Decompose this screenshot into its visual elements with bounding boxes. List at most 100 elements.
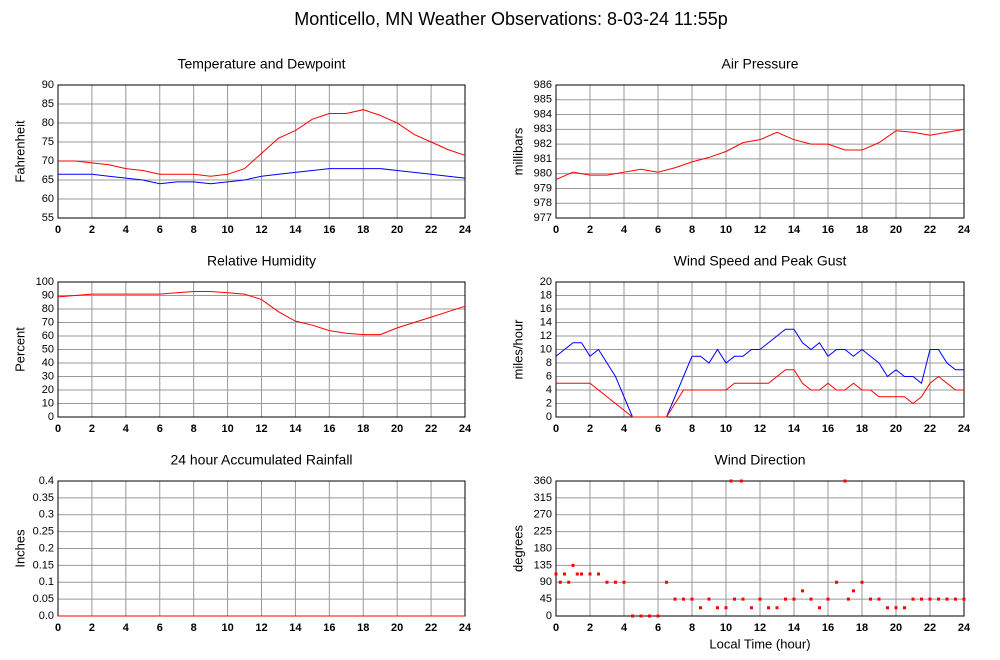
data-point [911,597,915,601]
data-point [954,597,957,601]
data-point [860,580,864,584]
y-tick-label: 0 [48,411,54,423]
data-point [605,580,609,584]
x-tick-label: 20 [391,224,403,236]
x-tick-label: 12 [255,224,267,236]
x-tick-label: 0 [55,622,61,634]
data-line [58,168,466,185]
data-point [818,606,821,610]
x-tick-label: 6 [157,622,163,634]
chart-title: Wind Speed and Peak Gust [674,253,847,269]
y-tick-label: 80 [42,303,54,315]
y-tick-label: 0.25 [33,526,54,538]
data-point [758,597,762,601]
y-tick-label: 20 [540,276,552,288]
data-point [886,606,889,610]
x-tick-label: 14 [788,622,801,634]
x-tick-label: 24 [459,224,472,236]
y-tick-label: 315 [534,492,552,504]
x-tick-label: 18 [856,423,868,435]
data-point [826,597,830,601]
y-tick-label: 90 [42,79,54,91]
x-tick-label: 14 [289,423,302,435]
x-tick-label: 10 [720,224,732,236]
data-point [597,572,600,576]
x-tick-label: 0 [553,622,559,634]
y-tick-label: 0.2 [39,542,54,554]
data-point [724,606,728,610]
y-tick-label: 10 [540,343,552,355]
y-tick-label: 80 [42,117,54,129]
data-point [846,597,850,601]
x-tick-label: 14 [289,224,302,236]
y-tick-label: 985 [534,94,552,106]
y-tick-label: 986 [534,79,552,91]
y-tick-label: 16 [540,303,552,315]
data-point [835,580,838,584]
x-tick-label: 8 [689,423,695,435]
y-tick-label: 6 [546,370,552,382]
x-tick-label: 8 [689,224,695,236]
plot-border [555,480,965,617]
y-tick-label: 984 [534,108,552,120]
x-tick-label: 16 [822,423,834,435]
x-tick-label: 0 [55,224,61,236]
y-tick-label: 180 [534,542,552,554]
x-tick-label: 22 [924,622,936,634]
data-point [558,580,562,584]
y-tick-label: 0.0 [39,610,54,622]
x-tick-label: 22 [425,224,437,236]
data-point [962,597,966,601]
y-axis-label: Inches [12,529,27,568]
x-tick-label: 10 [221,224,233,236]
x-tick-label: 16 [822,622,834,634]
y-tick-label: 2 [546,397,552,409]
data-point [554,572,558,576]
data-point [733,597,736,601]
x-tick-label: 22 [924,423,936,435]
y-tick-label: 70 [42,316,54,328]
x-tick-label: 12 [255,622,267,634]
x-tick-label: 6 [157,224,163,236]
x-tick-label: 24 [958,622,971,634]
x-tick-label: 18 [856,224,868,236]
x-tick-label: 10 [720,423,732,435]
data-point [690,597,694,601]
x-tick-label: 10 [720,622,732,634]
data-line [57,290,466,336]
data-point [809,597,813,601]
data-point [648,614,651,618]
y-tick-label: 20 [42,384,54,396]
x-tick-label: 4 [123,423,130,435]
x-tick-label: 6 [655,224,661,236]
x-tick-label: 16 [323,224,335,236]
y-tick-label: 4 [546,384,552,396]
x-tick-label: 4 [621,224,628,236]
x-tick-label: 18 [357,423,369,435]
x-tick-label: 20 [890,622,902,634]
x-tick-label: 4 [621,423,628,435]
y-tick-label: 75 [42,136,54,148]
x-tick-label: 2 [89,622,95,634]
data-point [877,597,881,601]
y-tick-label: 135 [534,559,552,571]
x-tick-label: 0 [553,224,559,236]
y-tick-label: 70 [42,155,54,167]
x-tick-label: 12 [255,423,267,435]
data-point [750,606,753,610]
plot-border [57,281,466,418]
chart-title: 24 hour Accumulated Rainfall [170,452,352,468]
data-point [729,479,733,483]
y-tick-label: 100 [36,276,54,288]
x-tick-label: 10 [221,423,233,435]
x-tick-label: 22 [425,423,437,435]
data-line [556,369,964,418]
y-tick-label: 983 [534,123,552,135]
data-point [784,597,787,601]
data-point [563,572,566,576]
y-tick-label: 90 [42,289,54,301]
x-tick-label: 22 [924,224,936,236]
chart-title: Temperature and Dewpoint [177,56,345,72]
x-tick-label: 8 [191,423,197,435]
x-tick-label: 2 [89,224,95,236]
